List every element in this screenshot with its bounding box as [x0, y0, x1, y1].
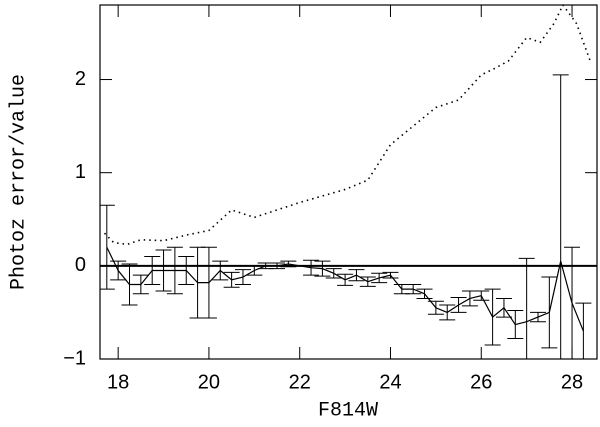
error-bar: [144, 256, 161, 285]
error-bar: [371, 272, 388, 284]
error-bar: [473, 290, 490, 301]
y-tick-label: 0: [75, 254, 86, 276]
dotted-line: [103, 5, 591, 246]
error-bar: [110, 260, 127, 281]
error-bar: [507, 310, 524, 340]
x-tick-label: 20: [198, 371, 220, 393]
error-bar: [484, 288, 501, 346]
error-bar: [303, 259, 320, 276]
error-bar: [178, 256, 195, 285]
error-bar: [348, 269, 365, 282]
error-bar: [416, 288, 433, 299]
error-bar: [280, 260, 297, 268]
error-bar: [529, 311, 546, 323]
error-bar: [575, 302, 592, 359]
error-bar: [382, 271, 399, 279]
y-tick-label: 1: [75, 161, 86, 183]
error-bar: [541, 276, 558, 349]
x-axis-label: F814W: [318, 399, 378, 422]
error-bar: [200, 246, 217, 319]
error-bar: [121, 263, 138, 306]
error-bar: [439, 304, 456, 321]
plot-frame: [99, 4, 598, 360]
data-line: [106, 246, 584, 332]
error-bar: [223, 271, 240, 288]
x-tick-label: 28: [561, 371, 583, 393]
error-bar: [337, 273, 354, 286]
error-bar: [427, 300, 444, 315]
error-bar: [359, 276, 376, 287]
error-bar: [155, 249, 172, 292]
error-bar: [461, 290, 478, 307]
error-bar: [495, 297, 512, 318]
x-tick-label: 22: [289, 371, 311, 393]
error-bar: [518, 257, 535, 359]
error-bar: [166, 246, 183, 295]
error-bar: [405, 283, 422, 295]
error-bar: [552, 74, 569, 359]
x-tick-label: 24: [379, 371, 401, 393]
error-bar: [314, 260, 331, 277]
error-bar: [246, 265, 263, 276]
error-bar: [269, 262, 286, 270]
error-bar: [100, 204, 115, 290]
error-bar: [325, 268, 342, 279]
y-tick-label: −1: [63, 347, 86, 369]
error-bar: [212, 260, 229, 281]
x-tick-label: 26: [470, 371, 492, 393]
x-tick-label: 18: [107, 371, 129, 393]
y-axis-label: Photoz error/value: [7, 74, 30, 290]
y-tick-label: 2: [75, 68, 86, 90]
error-bar: [450, 297, 467, 313]
error-bar: [564, 246, 581, 359]
error-bar: [132, 274, 149, 295]
error-bar: [234, 269, 251, 285]
